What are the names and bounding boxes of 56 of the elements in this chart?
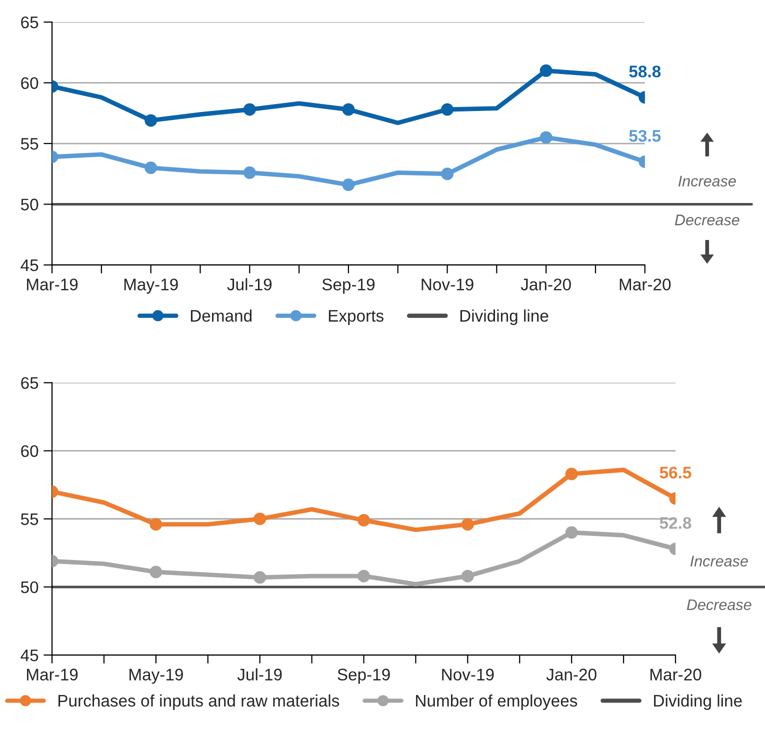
point: [461, 570, 474, 582]
y-tick-label: 60: [21, 77, 38, 90]
x-tick-label: Mar-20: [620, 278, 671, 290]
legend-label: Purchases of inputs and raw materials: [58, 694, 340, 710]
legend-label: Number of employees: [416, 694, 578, 710]
x-tick-label: Nov-19: [422, 278, 474, 290]
point: [358, 570, 370, 582]
point: [144, 162, 158, 174]
point: [254, 512, 266, 526]
point: [144, 114, 158, 127]
data-label: 58.8: [629, 66, 661, 78]
data-label: 52.8: [660, 517, 692, 529]
legend-label: Dividing line: [460, 309, 548, 326]
data-label: 53.5: [629, 130, 661, 142]
point: [342, 103, 355, 116]
point: [342, 178, 355, 192]
point: [540, 131, 552, 144]
point: [358, 514, 370, 526]
x-tick-label: May-19: [130, 668, 183, 684]
y-tick-label: 60: [21, 445, 38, 458]
y-tick-label: 65: [21, 16, 38, 28]
legend-label: Demand: [190, 309, 252, 322]
y-tick-label: 55: [20, 138, 38, 150]
legend-label: Exports: [328, 310, 384, 326]
x-tick-label: Jan-20: [546, 668, 596, 680]
x-tick-label: Mar-19: [26, 278, 78, 290]
point: [565, 468, 578, 480]
x-tick-label: Mar-20: [650, 668, 702, 680]
y-tick-label: 45: [20, 260, 38, 272]
text: Decrease: [674, 214, 740, 226]
text: Decrease: [686, 599, 752, 610]
point: [243, 103, 256, 116]
x-tick-label: Sep-19: [338, 668, 390, 684]
y-tick-label: 50: [20, 581, 38, 594]
point: [254, 571, 266, 584]
data-label: 56.5: [660, 466, 692, 478]
x-tick-label: May-19: [124, 278, 178, 294]
text: Increase: [690, 556, 748, 567]
x-tick-label: Jan-20: [520, 278, 571, 290]
point: [540, 64, 552, 77]
text: Increase: [678, 176, 736, 186]
point: [461, 518, 474, 531]
x-tick-label: Sep-19: [322, 278, 375, 294]
legend-label: Dividing line: [654, 694, 742, 710]
point: [441, 168, 454, 180]
point: [243, 166, 256, 179]
x-tick-label: Jul-19: [227, 278, 272, 290]
x-tick-label: Jul-19: [237, 668, 282, 680]
y-tick-label: 55: [20, 513, 38, 526]
point: [565, 526, 578, 539]
y-tick-label: 45: [20, 650, 38, 662]
y-tick-label: 50: [20, 198, 38, 210]
point: [441, 103, 454, 116]
x-tick-label: Nov-19: [442, 668, 494, 680]
x-tick-label: Mar-19: [26, 668, 78, 680]
y-tick-label: 65: [21, 377, 38, 389]
